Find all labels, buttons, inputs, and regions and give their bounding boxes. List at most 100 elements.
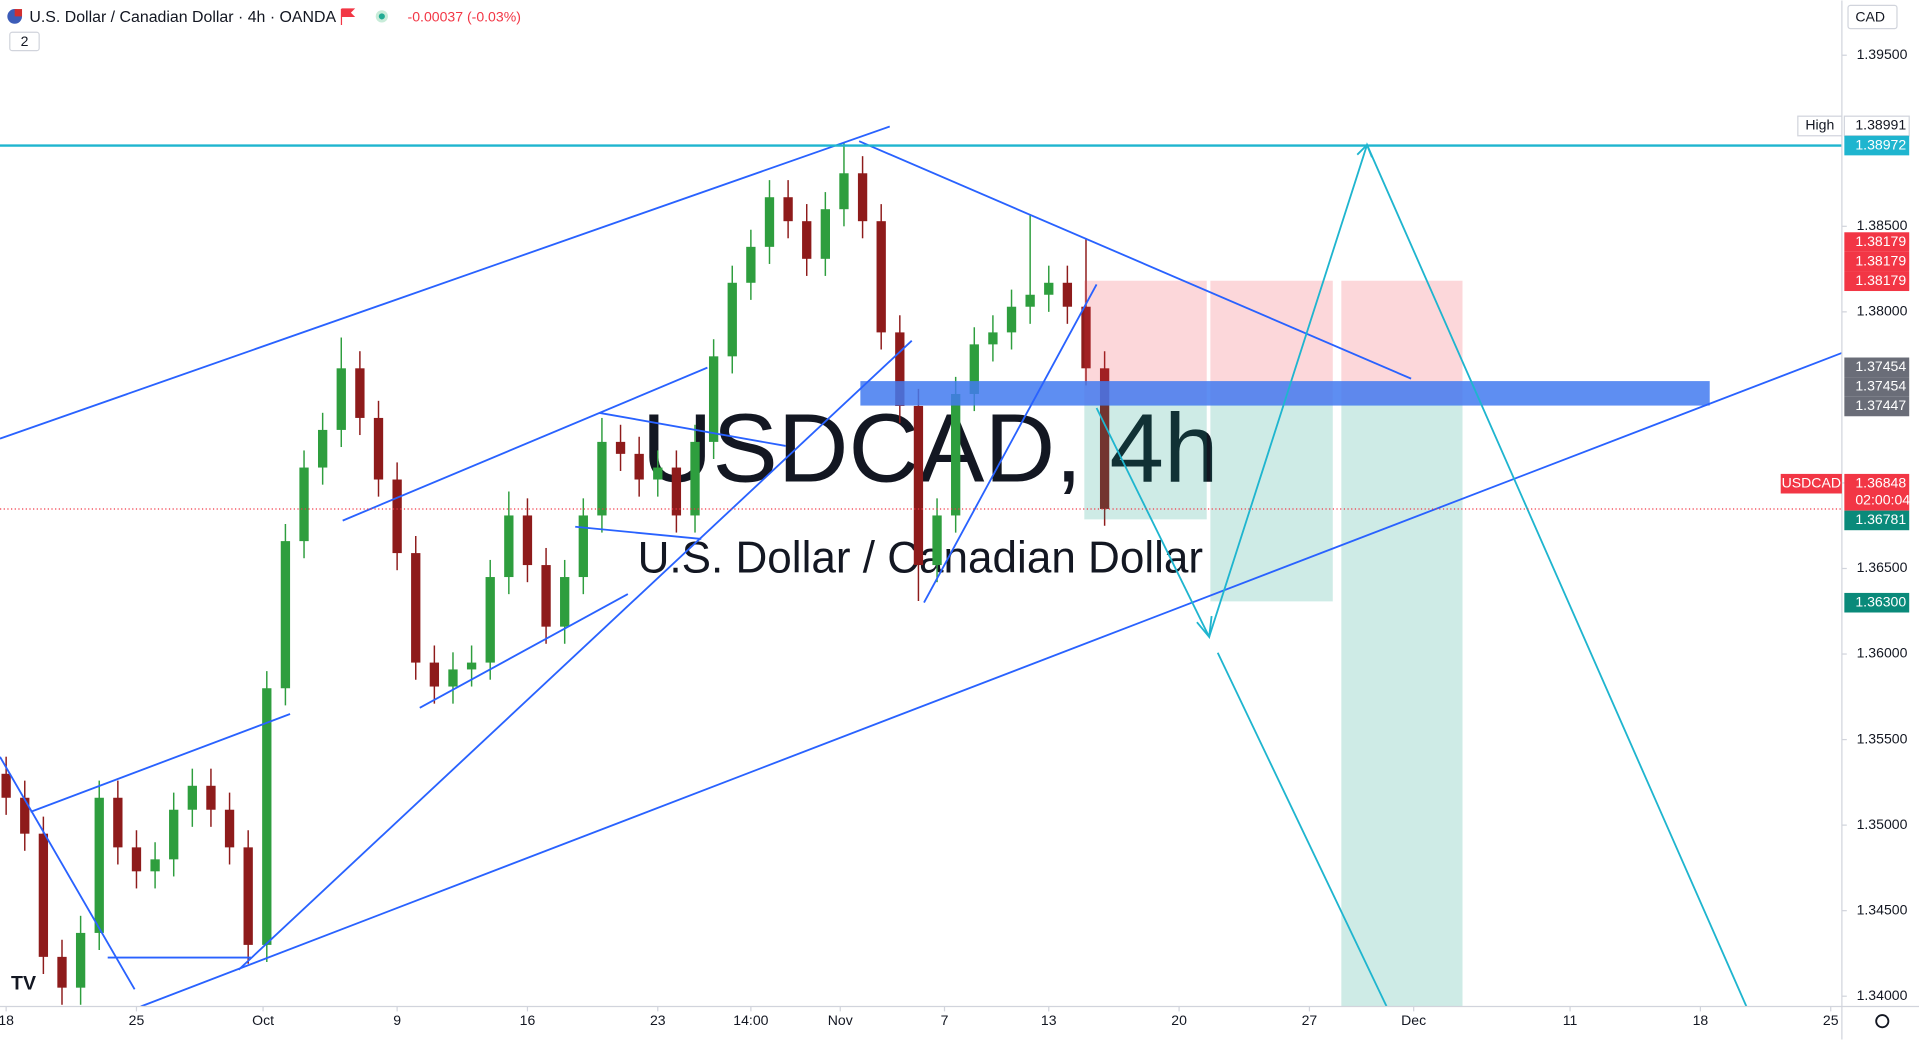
trendline bbox=[923, 283, 1098, 604]
status-dot bbox=[378, 13, 385, 20]
candle-body bbox=[131, 847, 142, 872]
tv-logo[interactable]: TV bbox=[11, 973, 36, 995]
y-tick-label: 1.35500 bbox=[1857, 730, 1908, 746]
x-tick-label: 7 bbox=[941, 1012, 949, 1028]
symbol-title[interactable]: U.S. Dollar / Canadian Dollar · 4h · OAN… bbox=[29, 9, 336, 26]
axes: 1.395001.385001.380001.370001.365001.360… bbox=[0, 46, 1910, 1028]
x-tick-label: 14:00 bbox=[733, 1012, 768, 1028]
candle-body bbox=[224, 809, 235, 848]
y-tick-label: 1.35000 bbox=[1857, 816, 1908, 832]
countdown: 02:00:04 bbox=[1855, 492, 1910, 508]
price-marker bbox=[1844, 232, 1910, 252]
candle-body bbox=[373, 417, 384, 480]
projection-arrow bbox=[1095, 407, 1210, 638]
candle-body bbox=[317, 429, 328, 468]
overlay bbox=[0, 144, 1842, 510]
x-tick-label: 18 bbox=[0, 1012, 14, 1028]
y-tick-label: 1.36500 bbox=[1857, 559, 1908, 575]
price-marker bbox=[1844, 377, 1910, 397]
x-tick-label: 16 bbox=[520, 1012, 536, 1028]
candle-body bbox=[969, 344, 979, 394]
trendline bbox=[599, 412, 786, 447]
price-marker bbox=[1844, 473, 1910, 511]
arrow-head bbox=[1196, 615, 1213, 640]
candle-body bbox=[336, 368, 346, 430]
flag-icon[interactable] bbox=[340, 8, 356, 25]
price-marker-label: 1.38179 bbox=[1855, 272, 1906, 288]
trendline bbox=[0, 125, 891, 440]
candle-body bbox=[634, 453, 644, 480]
candle-body bbox=[206, 785, 216, 810]
candle-body bbox=[392, 479, 402, 554]
price-marker-label: 1.37447 bbox=[1855, 397, 1906, 413]
price-marker-label: 1.37454 bbox=[1855, 378, 1906, 394]
candle-body bbox=[560, 577, 570, 627]
candle-body bbox=[75, 932, 86, 988]
watermark: USDCAD, 4h bbox=[642, 393, 1219, 503]
price-marker bbox=[1844, 135, 1910, 156]
candle-body bbox=[522, 515, 533, 566]
x-tick-label: 25 bbox=[1823, 1012, 1839, 1028]
candle-body bbox=[187, 785, 197, 810]
x-tick-label: Oct bbox=[252, 1012, 274, 1028]
candle-body bbox=[783, 197, 793, 222]
candle-body bbox=[113, 797, 123, 848]
candle-body bbox=[876, 221, 886, 333]
price-tag bbox=[1780, 473, 1842, 494]
candle-body bbox=[951, 393, 961, 516]
trendline bbox=[419, 593, 629, 709]
candle-body bbox=[1081, 306, 1091, 369]
candle-body bbox=[1025, 294, 1035, 307]
price-marker bbox=[1844, 357, 1910, 378]
currency-button[interactable] bbox=[1847, 4, 1898, 30]
candle-body bbox=[597, 441, 607, 516]
candle-body bbox=[839, 173, 849, 210]
candle-body bbox=[466, 662, 477, 670]
candle-body bbox=[299, 467, 309, 542]
candle-body bbox=[262, 688, 272, 945]
candle-body bbox=[1062, 282, 1073, 307]
indicator-count[interactable]: 2 bbox=[21, 33, 29, 49]
candle-body bbox=[988, 332, 998, 345]
candle-body bbox=[746, 246, 756, 283]
indicator-toggle[interactable] bbox=[9, 31, 40, 52]
candle-body bbox=[355, 368, 365, 418]
candle-body bbox=[1, 773, 11, 798]
candle-body bbox=[895, 332, 905, 406]
price-marker bbox=[1844, 271, 1910, 292]
candle-body bbox=[727, 282, 737, 357]
x-tick-label: 11 bbox=[1563, 1012, 1578, 1028]
price-marker bbox=[1844, 396, 1910, 417]
y-tick-label: 1.34500 bbox=[1857, 901, 1908, 917]
price-change: -0.00037 (-0.03%) bbox=[408, 8, 521, 24]
price-marker bbox=[1844, 251, 1910, 272]
currency[interactable]: CAD bbox=[1855, 8, 1885, 24]
y-tick-label: 1.38000 bbox=[1857, 303, 1908, 319]
candle-body bbox=[94, 797, 104, 933]
settings-icon[interactable] bbox=[1875, 1014, 1890, 1029]
candle-body bbox=[653, 467, 663, 480]
candle-body bbox=[57, 956, 67, 988]
candle-body bbox=[764, 197, 775, 247]
price-marker-label: 1.36781 bbox=[1855, 511, 1906, 527]
candle-body bbox=[411, 553, 421, 663]
x-tick-label: 20 bbox=[1171, 1012, 1187, 1028]
price-marker-label: 1.36300 bbox=[1855, 593, 1906, 609]
price-marker-label: 1.37454 bbox=[1855, 358, 1906, 374]
x-tick-label: 25 bbox=[129, 1012, 145, 1028]
x-tick-label: Nov bbox=[828, 1012, 853, 1028]
price-tag bbox=[1797, 115, 1843, 137]
symbol-flag bbox=[14, 9, 23, 17]
candle-body bbox=[708, 356, 719, 442]
x-tick-label: Dec bbox=[1401, 1012, 1426, 1028]
x-tick-label: 27 bbox=[1302, 1012, 1318, 1028]
trendline bbox=[238, 340, 913, 971]
candle-body bbox=[38, 833, 49, 957]
candle-body bbox=[243, 847, 253, 945]
candle-body bbox=[429, 662, 440, 687]
price-marker-label: 1.38179 bbox=[1855, 252, 1906, 268]
x-tick-label: 9 bbox=[393, 1012, 401, 1028]
candle-body bbox=[280, 541, 291, 689]
